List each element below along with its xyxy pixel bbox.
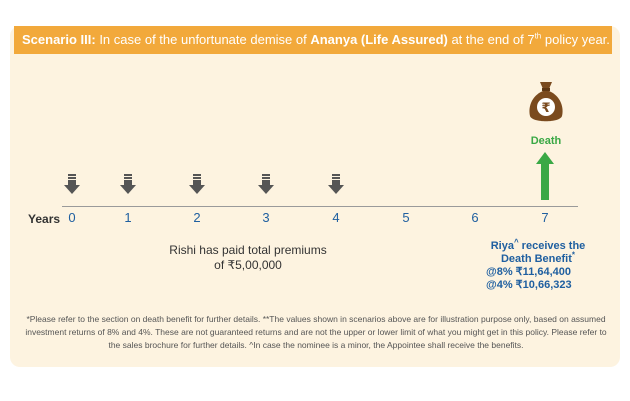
year-tick-3: 3 bbox=[262, 210, 270, 225]
benefit-rate-4: @4% ₹10,66,323 bbox=[486, 279, 572, 291]
premium-arrow-icon bbox=[189, 174, 205, 194]
premium-arrow-icon bbox=[328, 174, 344, 194]
banner-person: Ananya (Life Assured) bbox=[310, 32, 448, 47]
premium-arrow-icon bbox=[258, 174, 274, 194]
banner-ordinal: th bbox=[534, 31, 542, 41]
year-tick-4: 4 bbox=[332, 210, 340, 225]
benefit-rate-8: @8% ₹11,64,400 bbox=[486, 266, 572, 278]
death-benefit-text: Riya^ receives the Death Benefit* @8% ₹1… bbox=[460, 237, 616, 292]
premium-arrow-icon bbox=[120, 174, 136, 194]
year-tick-2: 2 bbox=[193, 210, 201, 225]
premiums-line-1: Rishi has paid total premiums bbox=[169, 243, 327, 257]
svg-text:₹: ₹ bbox=[541, 101, 550, 116]
timeline-axis bbox=[62, 206, 578, 207]
years-label: Years bbox=[28, 212, 61, 226]
year-tick-5: 5 bbox=[402, 210, 410, 225]
banner-text: In case of the unfortunate demise of bbox=[95, 32, 311, 47]
year-tick-6: 6 bbox=[471, 210, 479, 225]
footnote: *Please refer to the section on death be… bbox=[25, 314, 607, 350]
year-tick-0: 0 bbox=[68, 210, 76, 225]
death-label: Death bbox=[530, 135, 562, 147]
year-tick-7: 7 bbox=[541, 210, 549, 225]
benefit-title: Death Benefit bbox=[500, 253, 572, 265]
money-bag-rupee-icon: ₹ bbox=[529, 82, 563, 122]
scenario-card bbox=[10, 26, 620, 367]
benefit-line-1: Riya^ receives the bbox=[460, 237, 616, 253]
banner-text-after: at the end of 7 bbox=[447, 32, 535, 47]
premiums-line-2: of ₹5,00,000 bbox=[214, 258, 282, 272]
nominee-name: Riya bbox=[490, 240, 514, 252]
premium-arrow-icon bbox=[64, 174, 80, 194]
premiums-paid-text: Rishi has paid total premiums of ₹5,00,0… bbox=[148, 243, 348, 273]
scenario-banner: Scenario III: In case of the unfortunate… bbox=[14, 26, 612, 54]
benefit-line-1-rest: receives the bbox=[518, 240, 586, 252]
nominee-mark: ^ bbox=[513, 237, 519, 247]
benefit-mark: * bbox=[571, 250, 576, 260]
scenario-label: Scenario III: bbox=[22, 32, 96, 47]
benefit-line-2: Death Benefit* bbox=[460, 250, 616, 266]
up-arrow-icon bbox=[536, 152, 554, 200]
year-tick-1: 1 bbox=[124, 210, 132, 225]
banner-text-end: policy year. bbox=[541, 32, 610, 47]
